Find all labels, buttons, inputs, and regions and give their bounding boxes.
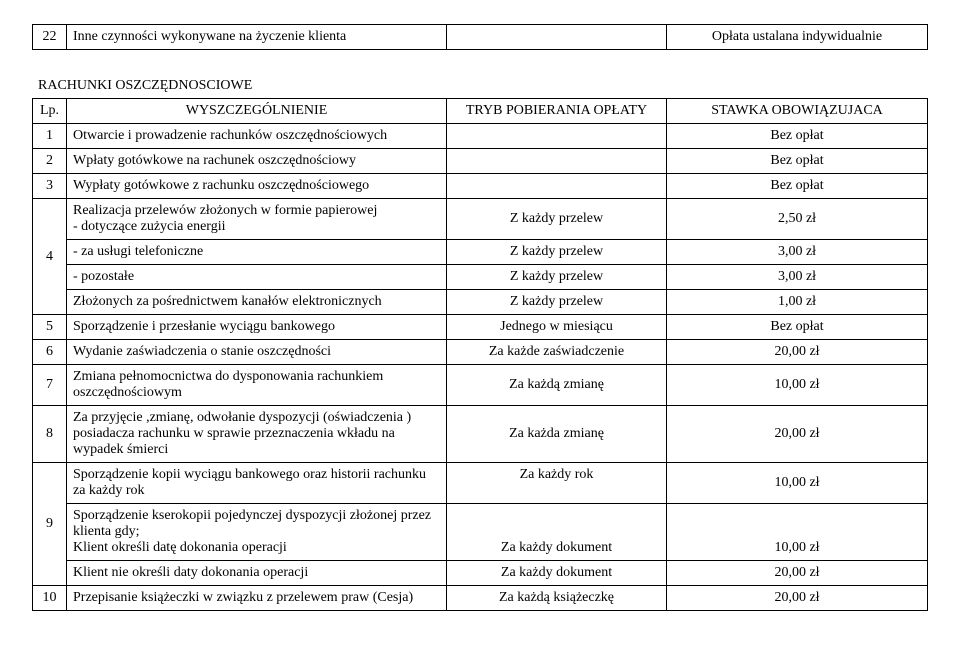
row-mid: Za każdy dokument (447, 504, 667, 561)
table-row: 2 Wpłaty gotówkowe na rachunek oszczędno… (33, 149, 928, 174)
table-row: 10 Przepisanie książeczki w związku z pr… (33, 586, 928, 611)
row-mid: Jednego w miesiącu (447, 315, 667, 340)
table-row: - za usługi telefoniczne Z każdy przelew… (33, 240, 928, 265)
table-row: Złożonych za pośrednictwem kanałów elekt… (33, 290, 928, 315)
row-num: 6 (33, 340, 67, 365)
table-row: 9 Sporządzenie kopii wyciągu bankowego o… (33, 463, 928, 504)
row-desc: Sporządzenie kopii wyciągu bankowego ora… (67, 463, 447, 504)
table-row: 3 Wypłaty gotówkowe z rachunku oszczędno… (33, 174, 928, 199)
table-row: 8 Za przyjęcie ,zmianę, odwołanie dyspoz… (33, 406, 928, 463)
row-mid (447, 149, 667, 174)
row-num: 2 (33, 149, 67, 174)
section-title: RACHUNKI OSZCZĘDNOSCIOWE (38, 78, 928, 94)
row-mid (447, 25, 667, 50)
row-desc: Otwarcie i prowadzenie rachunków oszczęd… (67, 124, 447, 149)
row-desc: Inne czynności wykonywane na życzenie kl… (67, 25, 447, 50)
row-mid: Za każda zmianę (447, 406, 667, 463)
table-row: 7 Zmiana pełnomocnictwa do dysponowania … (33, 365, 928, 406)
row-desc: Sporządzenie kserokopii pojedynczej dysp… (67, 504, 447, 561)
hdr-desc: WYSZCZEGÓLNIENIE (67, 99, 447, 124)
row-mid: Z każdy przelew (447, 265, 667, 290)
table-row: 4 Realizacja przelewów złożonych w formi… (33, 199, 928, 240)
row-desc: - pozostałe (67, 265, 447, 290)
row-mid: Z każdy przelew (447, 199, 667, 240)
row-num: 9 (33, 463, 67, 586)
row-mid (447, 124, 667, 149)
row-right: 10,00 zł (667, 504, 928, 561)
row-num: 3 (33, 174, 67, 199)
row-desc: - za usługi telefoniczne (67, 240, 447, 265)
row-mid: Za każdą zmianę (447, 365, 667, 406)
top-table: 22 Inne czynności wykonywane na życzenie… (32, 24, 928, 50)
row-right: 3,00 zł (667, 265, 928, 290)
row-right: 2,50 zł (667, 199, 928, 240)
row-num: 22 (33, 25, 67, 50)
row-desc: Wpłaty gotówkowe na rachunek oszczędnośc… (67, 149, 447, 174)
row-right: 10,00 zł (667, 365, 928, 406)
table-row: 6 Wydanie zaświadczenia o stanie oszczęd… (33, 340, 928, 365)
hdr-stawka: STAWKA OBOWIĄZUJACA (667, 99, 928, 124)
row-right: 3,00 zł (667, 240, 928, 265)
row-mid: Za każdy dokument (447, 561, 667, 586)
table-row: Sporządzenie kserokopii pojedynczej dysp… (33, 504, 928, 561)
row-right: Bez opłat (667, 315, 928, 340)
main-table: Lp. WYSZCZEGÓLNIENIE TRYB POBIERANIA OPŁ… (32, 98, 928, 611)
table-row: 5 Sporządzenie i przesłanie wyciągu bank… (33, 315, 928, 340)
row-num: 10 (33, 586, 67, 611)
row-desc: Zmiana pełnomocnictwa do dysponowania ra… (67, 365, 447, 406)
row-num: 4 (33, 199, 67, 315)
row-mid: Za każde zaświadczenie (447, 340, 667, 365)
row-num: 7 (33, 365, 67, 406)
table-row: - pozostałe Z każdy przelew 3,00 zł (33, 265, 928, 290)
row-desc-line2: - dotyczące zużycia energii (73, 219, 225, 234)
row-mid: Z każdy przelew (447, 240, 667, 265)
row-desc: Wydanie zaświadczenia o stanie oszczędno… (67, 340, 447, 365)
row-num: 8 (33, 406, 67, 463)
row-desc: Złożonych za pośrednictwem kanałów elekt… (67, 290, 447, 315)
row-desc-line1: Sporządzenie kserokopii pojedynczej dysp… (73, 508, 431, 539)
row-desc-line1: Realizacja przelewów złożonych w formie … (73, 203, 377, 218)
row-mid (447, 174, 667, 199)
row-mid: Za każdy rok (447, 463, 667, 504)
row-desc-line2: Klient określi datę dokonania operacji (73, 540, 287, 555)
row-mid: Za każdą książeczkę (447, 586, 667, 611)
row-desc-line1: Zmiana pełnomocnictwa do dysponowania ra… (73, 369, 383, 400)
row-right: 20,00 zł (667, 340, 928, 365)
row-right: 1,00 zł (667, 290, 928, 315)
hdr-tryb: TRYB POBIERANIA OPŁATY (447, 99, 667, 124)
row-right: 20,00 zł (667, 406, 928, 463)
row-desc: Realizacja przelewów złożonych w formie … (67, 199, 447, 240)
table-header: Lp. WYSZCZEGÓLNIENIE TRYB POBIERANIA OPŁ… (33, 99, 928, 124)
row-right: Bez opłat (667, 174, 928, 199)
row-num: 1 (33, 124, 67, 149)
table-row: Klient nie określi daty dokonania operac… (33, 561, 928, 586)
hdr-lp: Lp. (33, 99, 67, 124)
table-row: 1 Otwarcie i prowadzenie rachunków oszcz… (33, 124, 928, 149)
row-mid: Z każdy przelew (447, 290, 667, 315)
row-right: Bez opłat (667, 149, 928, 174)
row-desc: Klient nie określi daty dokonania operac… (67, 561, 447, 586)
row-desc: Sporządzenie i przesłanie wyciągu bankow… (67, 315, 447, 340)
row-right: 20,00 zł (667, 586, 928, 611)
row-desc: Przepisanie książeczki w związku z przel… (67, 586, 447, 611)
row-right: 10,00 zł (667, 463, 928, 504)
row-right: 20,00 zł (667, 561, 928, 586)
row-desc: Wypłaty gotówkowe z rachunku oszczędnośc… (67, 174, 447, 199)
row-right: Opłata ustalana indywidualnie (667, 25, 928, 50)
row-desc: Za przyjęcie ,zmianę, odwołanie dyspozyc… (67, 406, 447, 463)
row-num: 5 (33, 315, 67, 340)
table-row: 22 Inne czynności wykonywane na życzenie… (33, 25, 928, 50)
row-right: Bez opłat (667, 124, 928, 149)
